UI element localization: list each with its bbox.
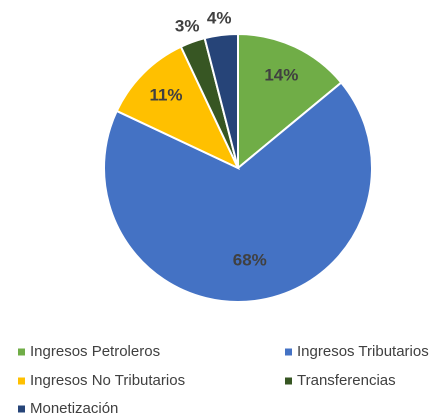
legend-swatch: [285, 348, 292, 356]
legend-label: Monetización: [30, 400, 118, 417]
legend-swatch: [18, 377, 25, 385]
data-label: 14%: [264, 65, 298, 84]
data-label: 4%: [207, 9, 232, 28]
data-label: 68%: [233, 251, 267, 270]
pie-slice: [203, 32, 239, 169]
legend-swatch: [285, 377, 292, 385]
legend-label: Ingresos No Tributarios: [30, 372, 185, 389]
pie-slice: [237, 32, 343, 171]
legend-label: Ingresos Tributarios: [297, 343, 429, 360]
legend-label: Ingresos Petroleros: [30, 343, 160, 360]
data-label: 11%: [149, 85, 182, 104]
pie-slice: [115, 45, 241, 171]
legend-swatch: [18, 348, 25, 356]
data-label: 3%: [175, 16, 200, 35]
legend-swatch: [18, 405, 25, 413]
legend-label: Transferencias: [297, 372, 396, 389]
